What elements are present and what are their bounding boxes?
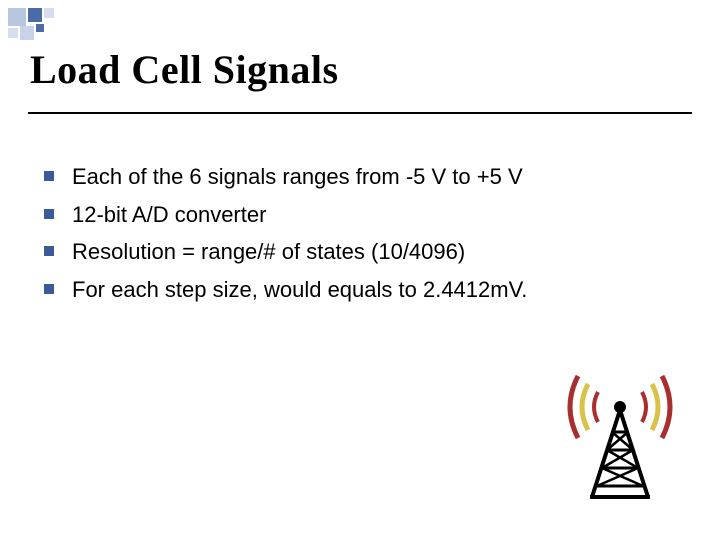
bullet-text: Each of the 6 signals ranges from -5 V t…: [72, 162, 523, 192]
list-item: 12-bit A/D converter: [44, 200, 684, 230]
list-item: For each step size, would equals to 2.44…: [44, 275, 684, 305]
bullet-text: Resolution = range/# of states (10/4096): [72, 237, 465, 267]
list-item: Resolution = range/# of states (10/4096): [44, 237, 684, 267]
slide-title: Load Cell Signals: [30, 46, 339, 93]
bullet-text: For each step size, would equals to 2.44…: [72, 275, 527, 305]
corner-decoration: [8, 8, 78, 38]
title-underline: [28, 112, 692, 114]
bullet-list: Each of the 6 signals ranges from -5 V t…: [44, 162, 684, 313]
bullet-marker-icon: [44, 209, 54, 219]
slide: Load Cell Signals Each of the 6 signals …: [0, 0, 720, 540]
bullet-marker-icon: [44, 171, 54, 181]
bullet-marker-icon: [44, 284, 54, 294]
list-item: Each of the 6 signals ranges from -5 V t…: [44, 162, 684, 192]
bullet-marker-icon: [44, 246, 54, 256]
radio-tower-icon: [560, 362, 680, 502]
bullet-text: 12-bit A/D converter: [72, 200, 266, 230]
